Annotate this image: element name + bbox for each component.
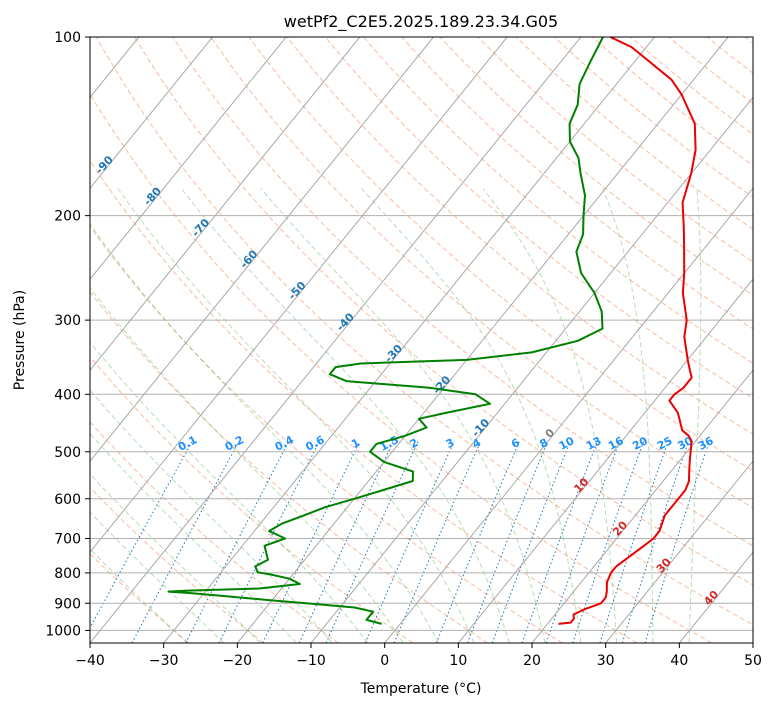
dry-adiabat: [90, 93, 712, 643]
dry-adiabats: [90, 37, 753, 643]
y-axis-ticks: 100 200 300 400 500 600 700 800 900 1000: [45, 30, 90, 639]
mixing-ratio-lines: [90, 441, 710, 643]
dry-adiabat: [95, 37, 753, 626]
mixing-ratio-line: [364, 441, 455, 643]
isotherm-line: [236, 37, 729, 643]
isobar-gridlines: [90, 37, 753, 631]
mixing-ratio-line: [185, 441, 290, 643]
x-tick-label: −30: [149, 653, 179, 669]
chart-title: wetPf2_C2E5.2025.189.23.34.G05: [284, 12, 558, 32]
dry-adiabat: [90, 159, 638, 643]
x-tick-label: −20: [223, 653, 253, 669]
x-axis-label: Temperature (°C): [360, 681, 482, 697]
mixing-ratio-label: 36: [696, 434, 716, 453]
isotherm-line: [90, 37, 508, 553]
dry-adiabat: [90, 421, 339, 643]
dry-adiabat: [363, 37, 753, 364]
y-tick-label: 1000: [45, 623, 81, 639]
mixing-ratio-label: 20: [630, 434, 650, 453]
isotherm-line: [90, 37, 582, 643]
x-tick-label: −10: [296, 653, 326, 669]
dry-adiabat: [515, 37, 753, 230]
isotherm-line: [90, 37, 287, 281]
moist-adiabats: [90, 188, 702, 643]
moist-adiabat: [90, 432, 297, 643]
moist-adiabat: [181, 188, 510, 643]
mixing-ratio-line: [491, 441, 571, 643]
plot-frame: [89, 36, 754, 644]
dry-adiabat: [90, 225, 563, 643]
x-tick-label: 10: [449, 653, 467, 669]
mixing-ratio-label: 13: [584, 434, 604, 453]
x-tick-label: 30: [597, 653, 615, 669]
moist-adiabat: [117, 188, 475, 643]
moist-adiabat: [260, 188, 546, 643]
moist-adiabat: [602, 188, 654, 643]
moist-adiabat: [688, 188, 702, 643]
dry-adiabat: [439, 37, 753, 296]
isotherm-line: [90, 37, 213, 190]
mixing-ratio-line: [435, 441, 520, 643]
y-tick-label: 200: [54, 209, 81, 225]
mixing-ratio-line: [467, 441, 549, 643]
isotherm-line: [90, 37, 434, 462]
y-tick-label: 100: [54, 30, 81, 46]
isotherm-line: [531, 369, 753, 643]
mixing-ratio-line: [262, 441, 361, 643]
moist-adiabat: [90, 389, 333, 643]
mixing-ratio-label: 25: [655, 434, 675, 453]
isotherm-line: [163, 37, 655, 643]
mixing-ratio-labels: 0.1 0.2 0.4 0.6 1 1.5 2 3 4 6 8 10 13 16 20 25 30 36: [176, 433, 716, 454]
x-tick-label: 50: [744, 653, 762, 669]
mixing-ratio-line: [621, 441, 690, 643]
moist-adiabat: [90, 473, 261, 643]
x-tick-label: 0: [380, 653, 389, 669]
x-tick-label: −40: [75, 653, 105, 669]
mixing-ratio-label: 16: [606, 434, 626, 453]
x-tick-label: 40: [670, 653, 688, 669]
y-tick-label: 700: [54, 532, 81, 548]
y-tick-label: 500: [54, 445, 81, 461]
moist-adiabat: [90, 223, 439, 643]
sounding-profiles: [167, 37, 697, 625]
y-tick-label: 400: [54, 387, 81, 403]
plot-area: -100-90-80-70-60-50-40-30-20-10010203040…: [90, 37, 753, 643]
mixing-ratio-line: [325, 441, 419, 643]
mixing-ratio-line: [393, 441, 482, 643]
y-tick-label: 800: [54, 566, 81, 582]
dry-adiabat: [90, 486, 264, 643]
isotherm-gridlines: [90, 37, 753, 643]
moist-adiabat: [90, 286, 404, 643]
mixing-ratio-line: [298, 441, 394, 643]
mixing-ratio-label: 10: [557, 434, 577, 453]
y-axis-label: Pressure (hPa): [12, 290, 28, 390]
moist-adiabat: [90, 341, 369, 643]
dry-adiabat: [134, 37, 753, 586]
dry-adiabat: [592, 37, 753, 167]
isotherm-line: [605, 460, 753, 643]
mixing-ratio-line: [644, 441, 710, 643]
x-tick-label: 20: [523, 653, 541, 669]
moist-adiabat: [482, 188, 618, 643]
isotherm-line: [310, 96, 753, 643]
x-axis-ticks: −40 −30 −20 −10 0 10 20 30 40 50: [75, 643, 762, 669]
dewpoint-profile-line: [167, 37, 604, 625]
dry-adiabat: [286, 37, 753, 435]
mixing-ratio-line: [599, 441, 669, 643]
isotherm-line: [457, 278, 753, 643]
dry-adiabat: [90, 355, 414, 643]
y-tick-label: 300: [54, 313, 81, 329]
isotherm-line: [384, 187, 753, 643]
temperature-profile-line: [558, 37, 697, 625]
isotherm-line: [90, 37, 361, 371]
y-tick-label: 900: [54, 596, 81, 612]
moist-adiabat: [361, 188, 582, 643]
mixing-ratio-line: [218, 441, 320, 643]
y-tick-label: 600: [54, 492, 81, 508]
